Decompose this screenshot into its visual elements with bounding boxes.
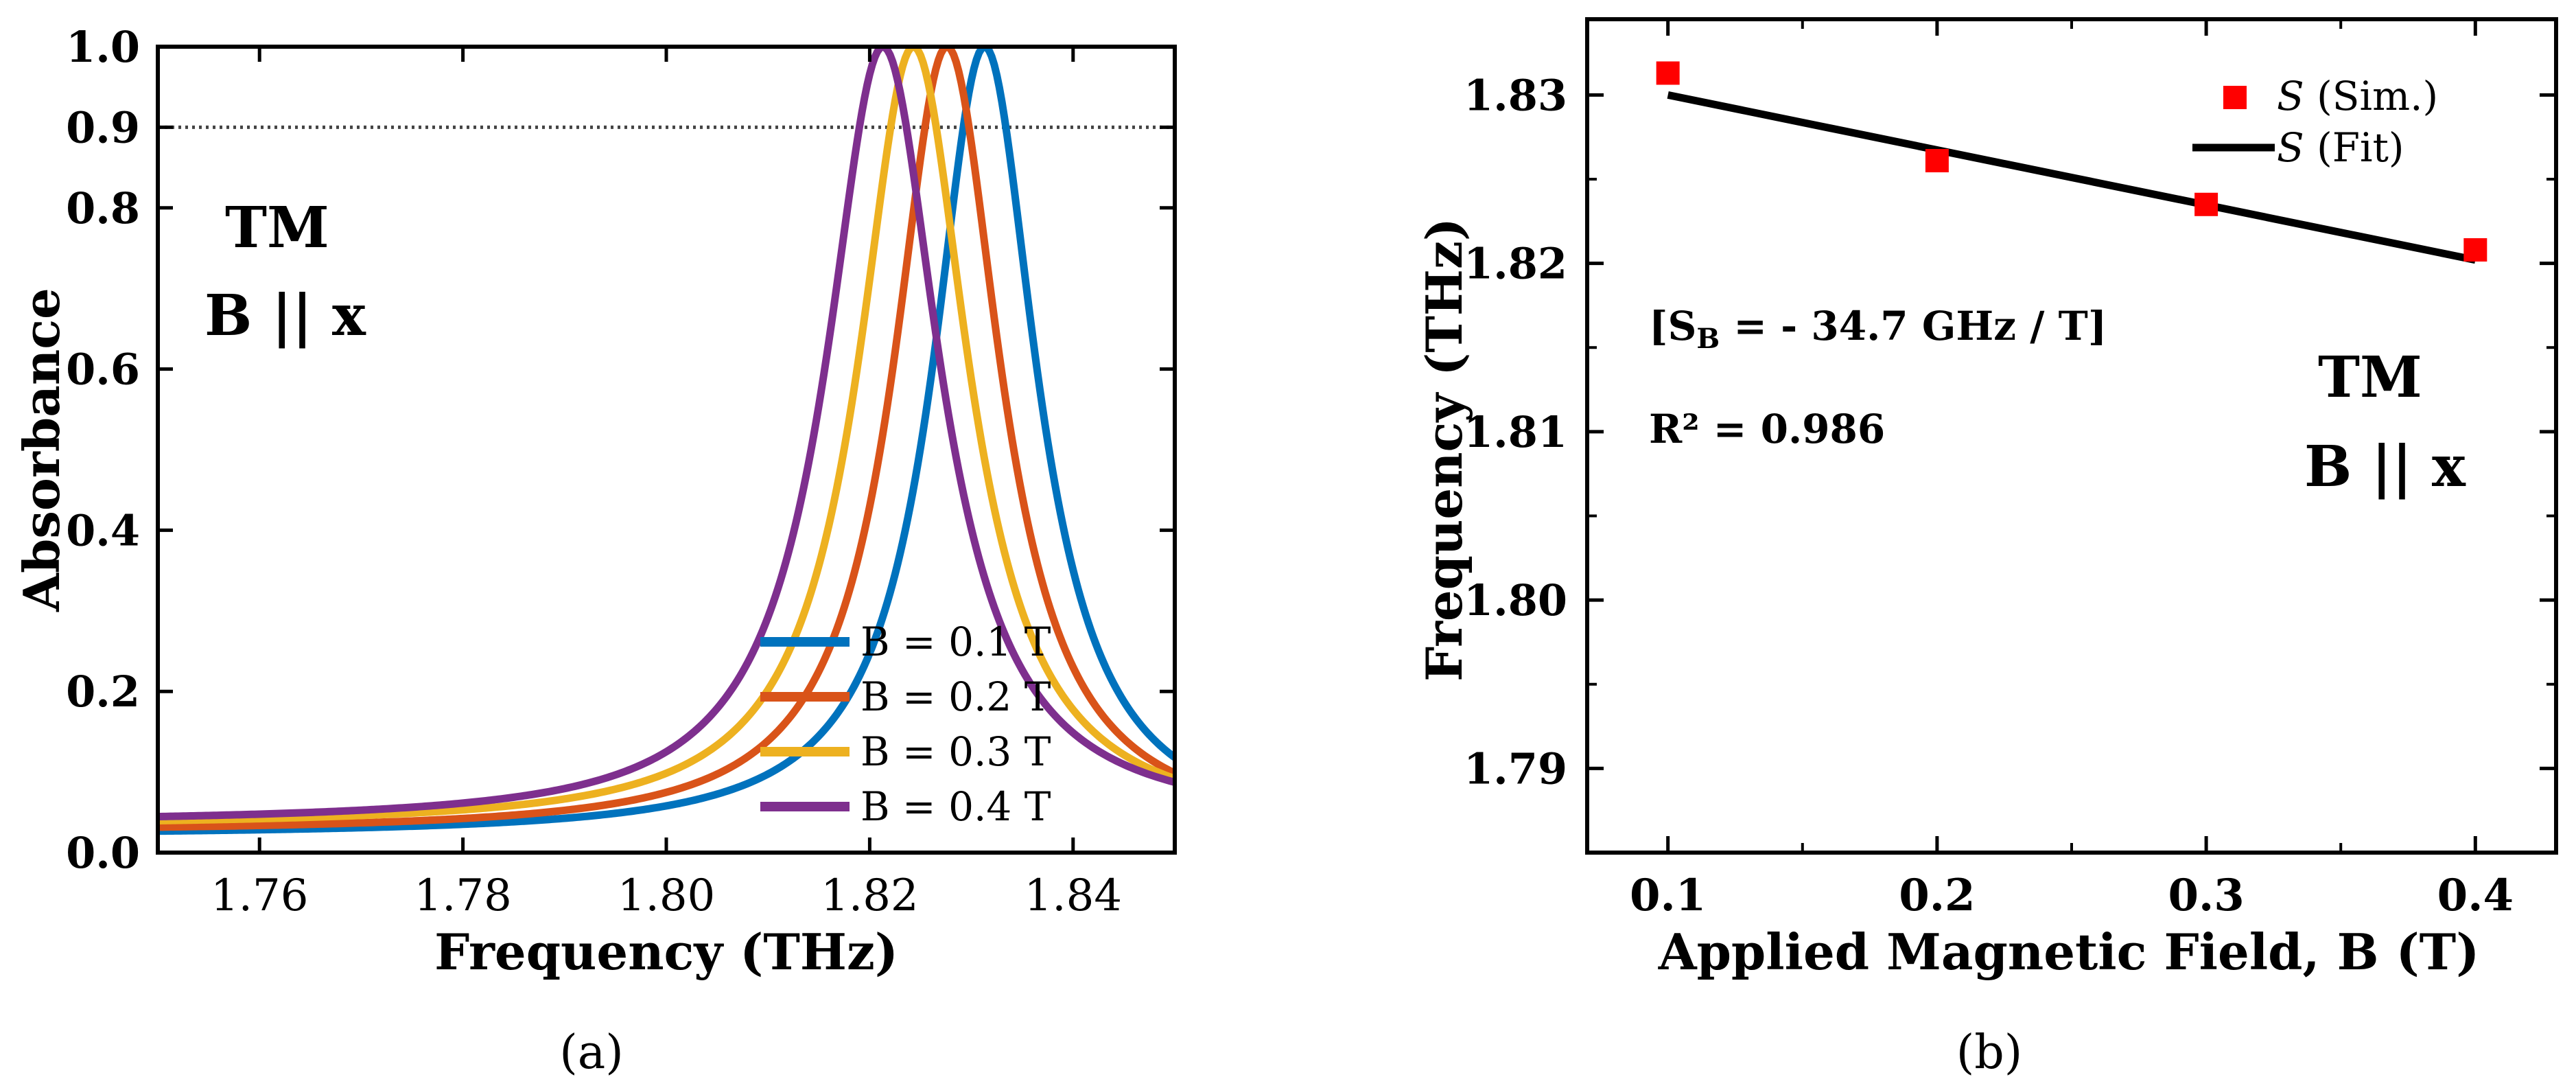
x-tick-label: 1.82 [821, 870, 919, 921]
series-line-b-3 [158, 47, 1175, 825]
panel-a-y-axis-label: Absorbance [12, 288, 71, 612]
y-tick-label: 0.4 [66, 505, 140, 555]
y-tick-label: 1.79 [1464, 743, 1567, 794]
data-point [1656, 61, 1680, 85]
panel-a-curves [158, 47, 1175, 835]
panel-b-annotation-sensitivity: [SB = - 34.7 GHz / T] [1649, 303, 2107, 355]
x-tick-label: 1.80 [618, 870, 716, 921]
x-tick-label: 1.78 [414, 870, 512, 921]
panel-b-frequency-vs-field: 0.1 0.2 0.3 0.4 1.79 1.80 1.81 1.82 1.83 S (Sim.… [1415, 17, 2558, 1080]
x-tick-label: 0.1 [1630, 870, 1706, 921]
y-tick-label: 0.9 [66, 102, 140, 152]
x-tick-label: 1.84 [1024, 870, 1123, 921]
panel-b-annotation-r2: R² = 0.986 [1649, 406, 1885, 452]
panel-b-y-axis-label: Frequency (THz) [1415, 218, 1473, 682]
panel-a-ticks: 1.76 1.78 1.80 1.82 1.84 0.0 0.2 0.4 0.6 0.8 0.9 1.… [66, 22, 1175, 921]
panel-a-annotation-field: B || x [204, 283, 366, 349]
panel-b-plot-layer [1656, 61, 2487, 264]
legend-symbol: S [2277, 124, 2304, 171]
x-tick-label: 1.76 [211, 870, 309, 921]
panel-a-absorbance-spectra: 1.76 1.78 1.80 1.82 1.84 0.0 0.2 0.4 0.6 0.8 0.9 1.… [12, 22, 1177, 1080]
series-line-b-1 [158, 47, 1175, 835]
panel-a-x-axis-label: Frequency (THz) [434, 923, 898, 981]
panel-a-plot-layer [158, 47, 1175, 835]
y-tick-label: 1.82 [1464, 239, 1567, 289]
sensitivity-prefix: [S [1649, 303, 1696, 349]
y-tick-label: 0.0 [66, 828, 140, 878]
legend-label: B = 0.2 T [860, 673, 1051, 720]
legend-text: (Sim.) [2304, 73, 2438, 119]
x-tick-label: 0.3 [2168, 870, 2244, 921]
panel-b-annotation-tm: TM [2318, 345, 2422, 411]
sensitivity-subscript: B [1696, 323, 1720, 355]
data-point [1925, 149, 1949, 173]
y-tick-label: 0.2 [66, 667, 140, 717]
panel-b-legend: S (Sim.)S (Fit) [2192, 73, 2438, 171]
panel-a-annotation-tm: TM [225, 195, 329, 261]
legend-label: B = 0.4 T [860, 783, 1051, 830]
x-tick-label: 0.4 [2437, 870, 2514, 921]
legend-marker-sim [2223, 86, 2247, 109]
legend-text: (Fit) [2304, 124, 2404, 171]
sensitivity-value: = - 34.7 GHz / T] [1720, 303, 2107, 349]
y-tick-label: 0.8 [66, 183, 140, 233]
legend-label-sim: S (Sim.) [2277, 73, 2438, 119]
panel-b-caption: (b) [1956, 1026, 2023, 1080]
fit-line [1667, 91, 2477, 264]
legend-symbol: S [2277, 73, 2304, 119]
series-line-b-4 [158, 47, 1175, 821]
y-tick-label: 1.0 [66, 22, 140, 72]
panel-b-ticks: 0.1 0.2 0.3 0.4 1.79 1.80 1.81 1.82 1.83 [1464, 19, 2556, 921]
x-tick-label: 0.2 [1899, 870, 1975, 921]
panel-a-caption: (a) [559, 1026, 624, 1080]
y-tick-label: 0.6 [66, 345, 140, 395]
y-tick-label: 1.81 [1464, 407, 1567, 457]
legend-label: B = 0.1 T [860, 619, 1051, 665]
series-line-b-2 [158, 47, 1175, 831]
legend-label: B = 0.3 T [860, 728, 1051, 775]
data-point [2463, 238, 2487, 262]
panel-b-annotation-field: B || x [2304, 434, 2466, 500]
y-tick-label: 1.80 [1464, 575, 1567, 625]
panel-b-x-axis-label: Applied Magnetic Field, B (T) [1658, 923, 2480, 981]
legend-label-fit: S (Fit) [2277, 124, 2404, 171]
data-point [2194, 192, 2218, 216]
panel-a-legend: B = 0.1 T B = 0.2 T B = 0.3 T B = 0.4 T [760, 619, 1051, 830]
y-tick-label: 1.83 [1464, 70, 1567, 120]
